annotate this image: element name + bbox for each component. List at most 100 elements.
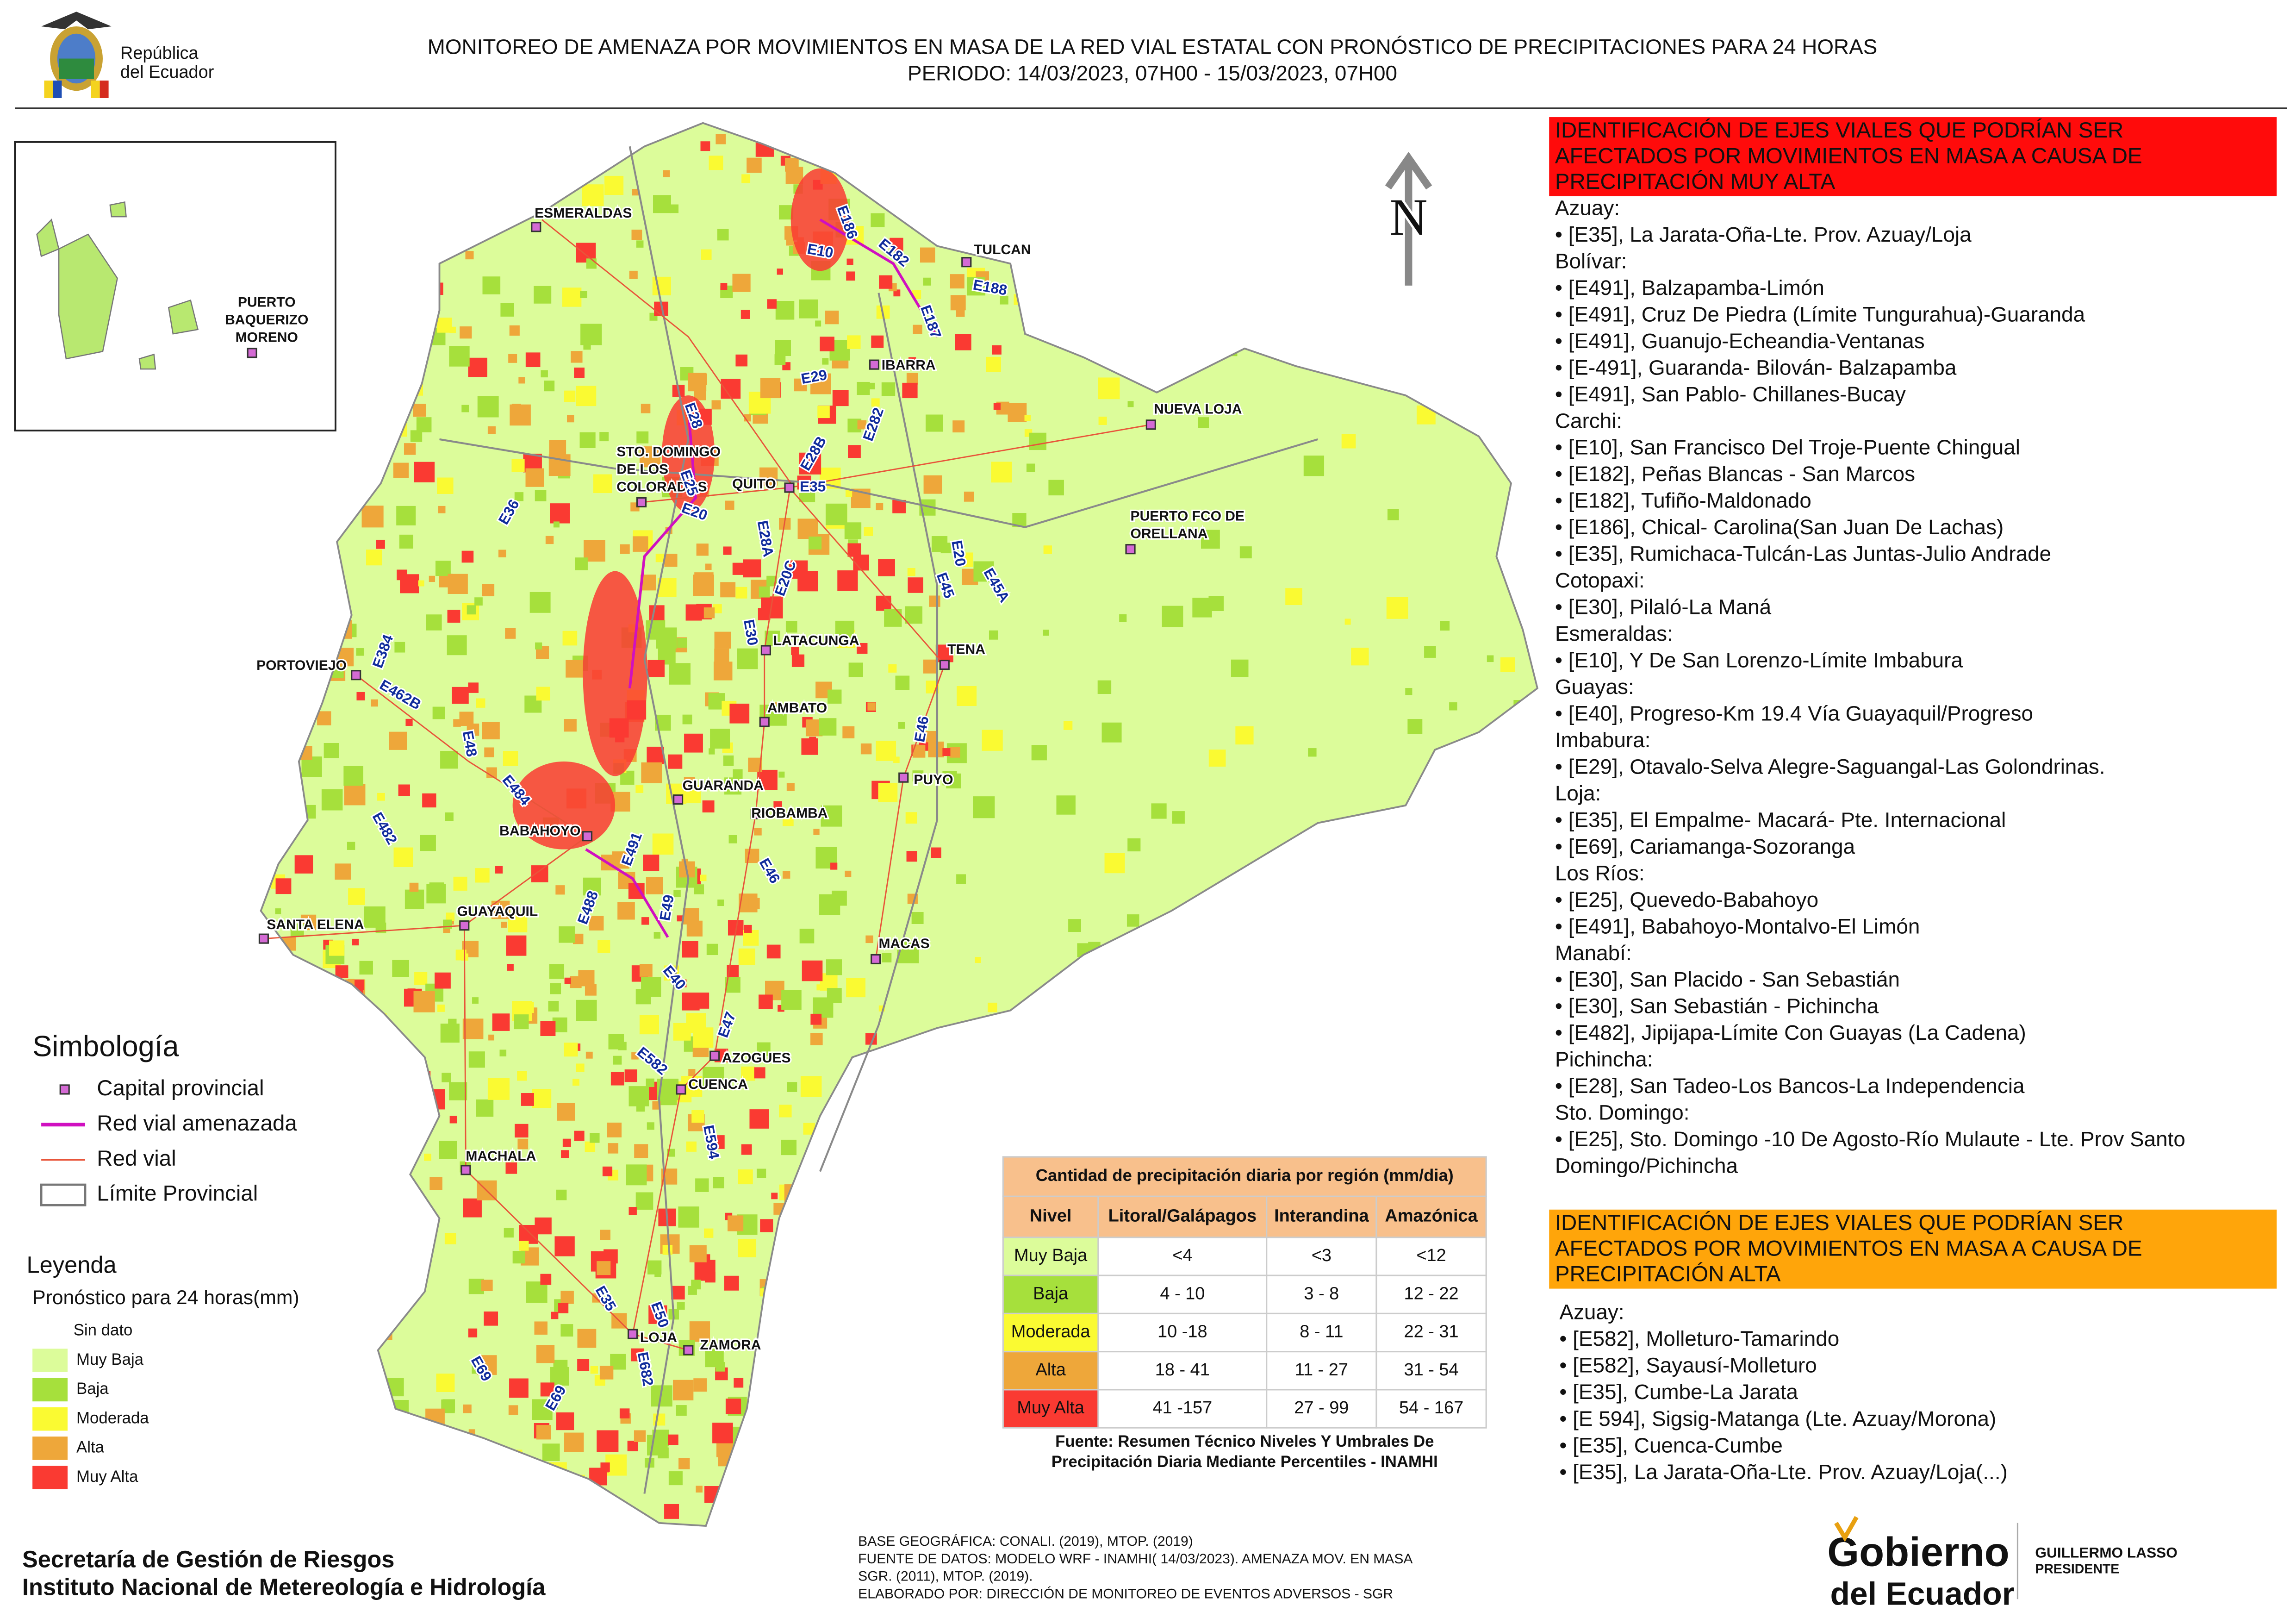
president: GUILLERMO LASSO	[2035, 1544, 2177, 1561]
precip-cell	[559, 926, 575, 943]
precip-cell	[508, 913, 528, 933]
precip-cell	[407, 988, 416, 997]
table-header-cell	[1002, 1195, 1099, 1238]
precip-cell	[735, 354, 748, 367]
precip-cell	[777, 269, 783, 275]
city-label: AZOGUES	[722, 1050, 791, 1066]
symbol-box	[40, 1183, 87, 1206]
precip-cell	[695, 1178, 709, 1192]
precip-cell	[555, 885, 565, 895]
precip-cell	[503, 751, 518, 766]
precip-hotspot	[583, 571, 647, 776]
panel-line: Imbabura:	[1555, 728, 1650, 752]
precip-cell	[647, 1260, 662, 1274]
precip-cell	[952, 420, 965, 433]
precip-cell	[754, 828, 762, 836]
precip-cell	[634, 1144, 648, 1158]
precip-cell	[741, 174, 751, 183]
precip-cell	[580, 291, 587, 299]
city-label: TENA	[947, 642, 985, 657]
precip-cell	[356, 648, 364, 656]
precip-cell	[636, 240, 644, 248]
precip-cell	[973, 796, 995, 818]
precip-cell	[639, 446, 661, 468]
precip-cell	[531, 865, 548, 882]
threatened-road	[819, 219, 939, 338]
precip-cell	[694, 884, 704, 894]
precip-cell	[447, 635, 467, 656]
precip-cell	[847, 543, 861, 557]
precip-cell	[550, 983, 561, 994]
precip-cell	[688, 1069, 696, 1076]
precip-cell	[747, 157, 762, 173]
precip-cell	[523, 1002, 534, 1013]
precip-cell	[301, 756, 322, 777]
precip-cell	[882, 952, 892, 962]
precip-cell	[956, 308, 965, 317]
precip-cell	[635, 1192, 653, 1210]
threatened-road	[628, 410, 697, 689]
precip-cell	[964, 491, 974, 502]
table-cell-text: <12	[1416, 1246, 1446, 1265]
precip-cell	[724, 777, 742, 795]
table-cell-text: <3	[1312, 1246, 1332, 1265]
precip-cell	[448, 574, 468, 594]
precip-cell	[923, 277, 931, 286]
capital-marker	[351, 670, 361, 681]
panel-line: • [E29], Otavalo-Selva Alegre-Saguangal-…	[1555, 754, 2105, 778]
precip-cell	[988, 1002, 997, 1012]
precip-cell	[1097, 680, 1112, 694]
precip-cell	[975, 957, 981, 963]
precip-cell	[294, 855, 313, 874]
precip-cell	[564, 1043, 578, 1057]
precip-cell	[785, 167, 803, 184]
precip-cell	[662, 1245, 673, 1255]
table-title: Cantidad de precipitación diaria por reg…	[1036, 1166, 1454, 1185]
precip-cell	[468, 682, 479, 693]
precip-cell	[876, 740, 896, 761]
precip-cell	[639, 964, 653, 977]
precip-cell	[682, 714, 692, 725]
panel-line: Manabí:	[1555, 941, 1632, 965]
precip-cell	[429, 575, 436, 582]
city-label: IBARRA	[882, 358, 936, 373]
precip-cell	[668, 1434, 678, 1445]
city-label: GUAYAQUIL	[457, 904, 538, 919]
precip-cell	[461, 405, 469, 412]
precip-cell	[881, 382, 896, 396]
precip-cell	[481, 1280, 493, 1292]
precip-cell	[620, 544, 630, 554]
precip-cell	[720, 582, 736, 598]
capital-marker	[869, 359, 880, 370]
panel-title-bg	[1549, 1209, 2277, 1289]
precip-cell	[624, 1069, 637, 1082]
precip-cell	[846, 271, 855, 281]
precip-cell	[445, 812, 454, 821]
precip-cell	[643, 855, 660, 871]
precip-cell	[432, 706, 445, 719]
table-header: Amazónica	[1385, 1206, 1478, 1226]
precip-cell	[669, 663, 691, 685]
precip-cell	[459, 712, 474, 726]
precip-cell	[476, 698, 485, 708]
table-cell-text: 3 - 8	[1304, 1284, 1339, 1303]
precip-cell	[779, 1105, 792, 1118]
precip-cell	[440, 1024, 460, 1043]
panel-line: • [E25], Sto. Domingo -10 De Agosto-Río …	[1555, 1127, 2185, 1151]
precip-cell	[376, 539, 385, 549]
north-arrow	[1385, 151, 1432, 286]
table-cell-text: Baja	[1033, 1284, 1069, 1303]
precip-cell	[711, 400, 721, 410]
precip-cell	[437, 477, 454, 494]
precip-cell	[773, 801, 783, 810]
precip-cell	[1127, 838, 1141, 852]
precip-cell	[878, 783, 898, 802]
precip-cell	[542, 1443, 560, 1461]
precip-cell	[925, 731, 937, 743]
precip-cell	[437, 318, 452, 333]
precip-cell	[377, 793, 385, 801]
precip-cell	[857, 420, 867, 430]
precip-cell	[688, 373, 707, 392]
precip-cell	[956, 874, 966, 884]
city-label: ZAMORA	[700, 1337, 761, 1353]
